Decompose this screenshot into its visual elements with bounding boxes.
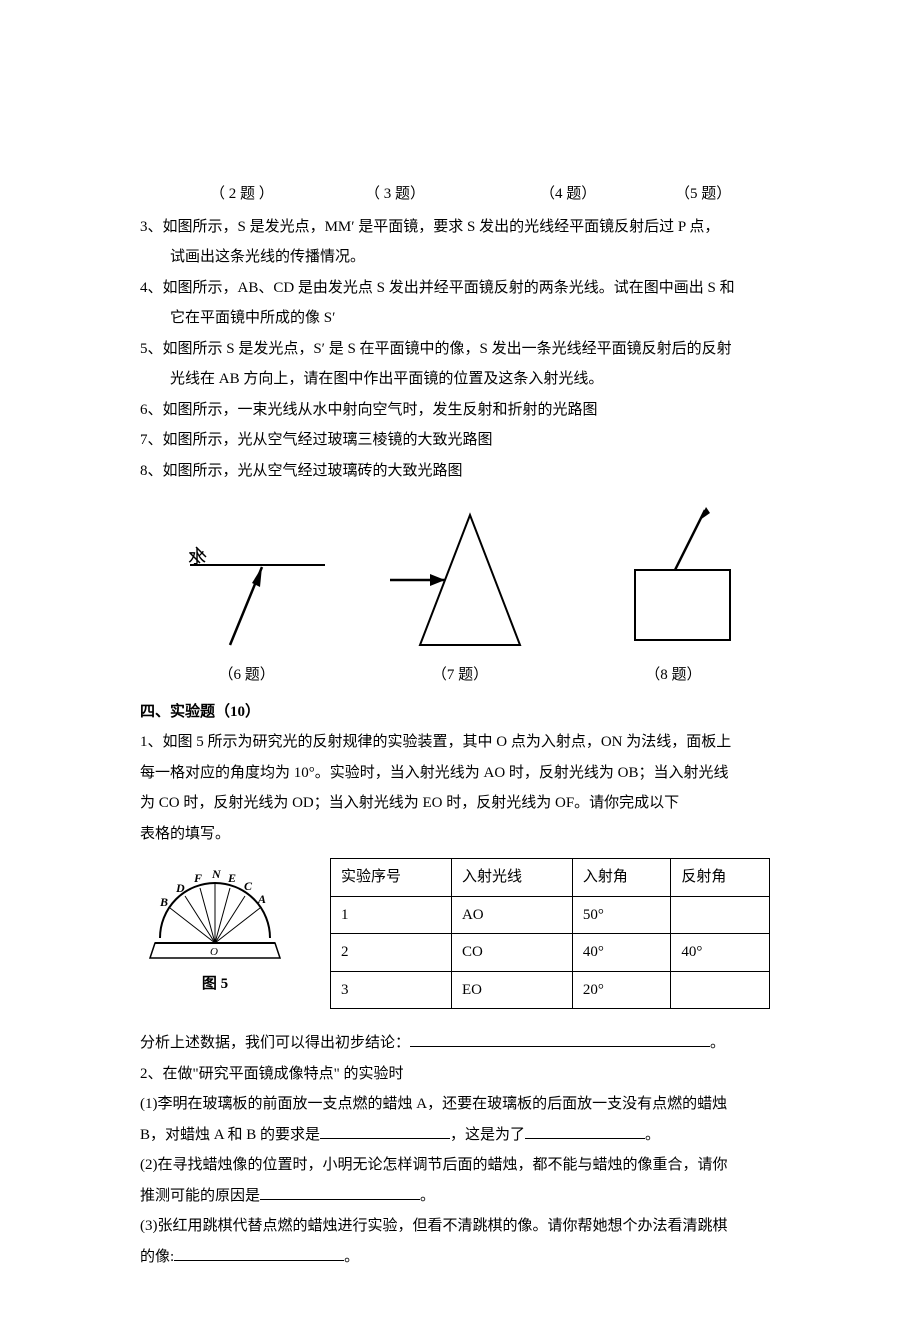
th-1: 入射光线 xyxy=(451,859,572,897)
prism-diagram-icon xyxy=(390,505,550,655)
blank-reason xyxy=(260,1185,420,1200)
q6: 6、如图所示，一束光线从水中射向空气时，发生反射和折射的光路图 xyxy=(140,396,780,425)
exp2-p3a: (3)张红用跳棋代替点燃的蜡烛进行实验，但看不清跳棋的像。请你帮她想个办法看清跳… xyxy=(140,1212,780,1241)
section4-title: 四、实验题（10） xyxy=(140,698,780,727)
blank-requirement xyxy=(320,1124,450,1139)
experiment-layout: N E C A F D B O 图 5 实验序号 入射光线 入射角 反射角 1 … xyxy=(140,858,780,1009)
th-0: 实验序号 xyxy=(331,859,452,897)
conclusion-prefix: 分析上述数据，我们可以得出初步结论： xyxy=(140,1035,410,1051)
q3-line1: 3、如图所示，S 是发光点，MM′ 是平面镜，要求 S 发出的光线经平面镜反射后… xyxy=(140,213,780,242)
table-header-row: 实验序号 入射光线 入射角 反射角 xyxy=(331,859,770,897)
label-d7: （7 题） xyxy=(432,661,488,690)
label-q4: （4 题） xyxy=(540,180,675,209)
exp2-p2a: (2)在寻找蜡烛像的位置时，小明无论怎样调节后面的蜡烛，都不能与蜡烛的像重合，请… xyxy=(140,1151,780,1180)
table-row: 3 EO 20° xyxy=(331,971,770,1009)
diagram-6: 水 xyxy=(170,515,330,655)
q4-line2: 它在平面镜中所成的像 S′ xyxy=(140,304,780,333)
diagram-7 xyxy=(390,505,550,655)
svg-text:E: E xyxy=(227,871,236,885)
conclusion-line: 分析上述数据，我们可以得出初步结论： 。 xyxy=(140,1029,780,1058)
exp1-l1: 1、如图 5 所示为研究光的反射规律的实验装置，其中 O 点为入射点，ON 为法… xyxy=(140,728,780,757)
water-air-diagram-icon: 水 xyxy=(170,515,330,655)
label-q3: （ 3 题） xyxy=(365,180,540,209)
experiment-table: 实验序号 入射光线 入射角 反射角 1 AO 50° 2 CO 40° 40° … xyxy=(330,858,770,1009)
diagram-8 xyxy=(610,505,750,655)
exp2-p1b: B，对蜡烛 A 和 B 的要求是，这是为了。 xyxy=(140,1121,780,1150)
exp2-p3b: 的像:。 xyxy=(140,1243,780,1272)
conclusion-suffix: 。 xyxy=(710,1035,725,1051)
protractor-icon: N E C A F D B O xyxy=(140,858,290,968)
figure-labels-row: （ 2 题 ） （ 3 题） （4 题） （5 题） xyxy=(140,180,780,209)
q5-line2: 光线在 AB 方向上，请在图中作出平面镜的位置及这条入射光线。 xyxy=(140,365,780,394)
exp2-intro: 2、在做"研究平面镜成像特点" 的实验时 xyxy=(140,1060,780,1089)
blank-conclusion xyxy=(410,1032,710,1047)
svg-text:F: F xyxy=(193,871,202,885)
label-q2: （ 2 题 ） xyxy=(210,180,365,209)
q8: 8、如图所示，光从空气经过玻璃砖的大致光路图 xyxy=(140,457,780,486)
svg-text:O: O xyxy=(210,946,218,958)
svg-text:水: 水 xyxy=(188,547,206,567)
table-row: 1 AO 50° xyxy=(331,896,770,934)
svg-text:D: D xyxy=(175,881,185,895)
exp1-l2: 每一格对应的角度均为 10°。实验时，当入射光线为 AO 时，反射光线为 OB；… xyxy=(140,759,780,788)
diagrams-row: 水 xyxy=(140,495,780,655)
svg-text:N: N xyxy=(211,867,222,881)
exp1-l4: 表格的填写。 xyxy=(140,820,780,849)
label-d8: （8 题） xyxy=(645,661,701,690)
q7: 7、如图所示，光从空气经过玻璃三棱镜的大致光路图 xyxy=(140,426,780,455)
svg-text:A: A xyxy=(257,892,266,906)
exp1-l3: 为 CO 时，反射光线为 OD；当入射光线为 EO 时，反射光线为 OF。请你完… xyxy=(140,789,780,818)
q4-line1: 4、如图所示，AB、CD 是由发光点 S 发出并经平面镜反射的两条光线。试在图中… xyxy=(140,274,780,303)
fig5-label: 图 5 xyxy=(140,970,290,999)
th-2: 入射角 xyxy=(572,859,671,897)
diagram-labels-row: （6 题） （7 题） （8 题） xyxy=(140,661,780,690)
table-row: 2 CO 40° 40° xyxy=(331,934,770,972)
blank-method xyxy=(174,1246,344,1261)
label-q5: （5 题） xyxy=(675,180,731,209)
q3-line2: 试画出这条光线的传播情况。 xyxy=(140,243,780,272)
figure-5: N E C A F D B O 图 5 xyxy=(140,858,290,999)
glass-block-diagram-icon xyxy=(610,505,750,655)
exp2-p1a: (1)李明在玻璃板的前面放一支点燃的蜡烛 A，还要在玻璃板的后面放一支没有点燃的… xyxy=(140,1090,780,1119)
blank-purpose xyxy=(525,1124,645,1139)
exp2-p2b: 推测可能的原因是。 xyxy=(140,1182,780,1211)
q5-line1: 5、如图所示 S 是发光点，S′ 是 S 在平面镜中的像，S 发出一条光线经平面… xyxy=(140,335,780,364)
svg-text:B: B xyxy=(159,895,168,909)
svg-text:C: C xyxy=(244,879,253,893)
th-3: 反射角 xyxy=(671,859,770,897)
label-d6: （6 题） xyxy=(219,661,275,690)
